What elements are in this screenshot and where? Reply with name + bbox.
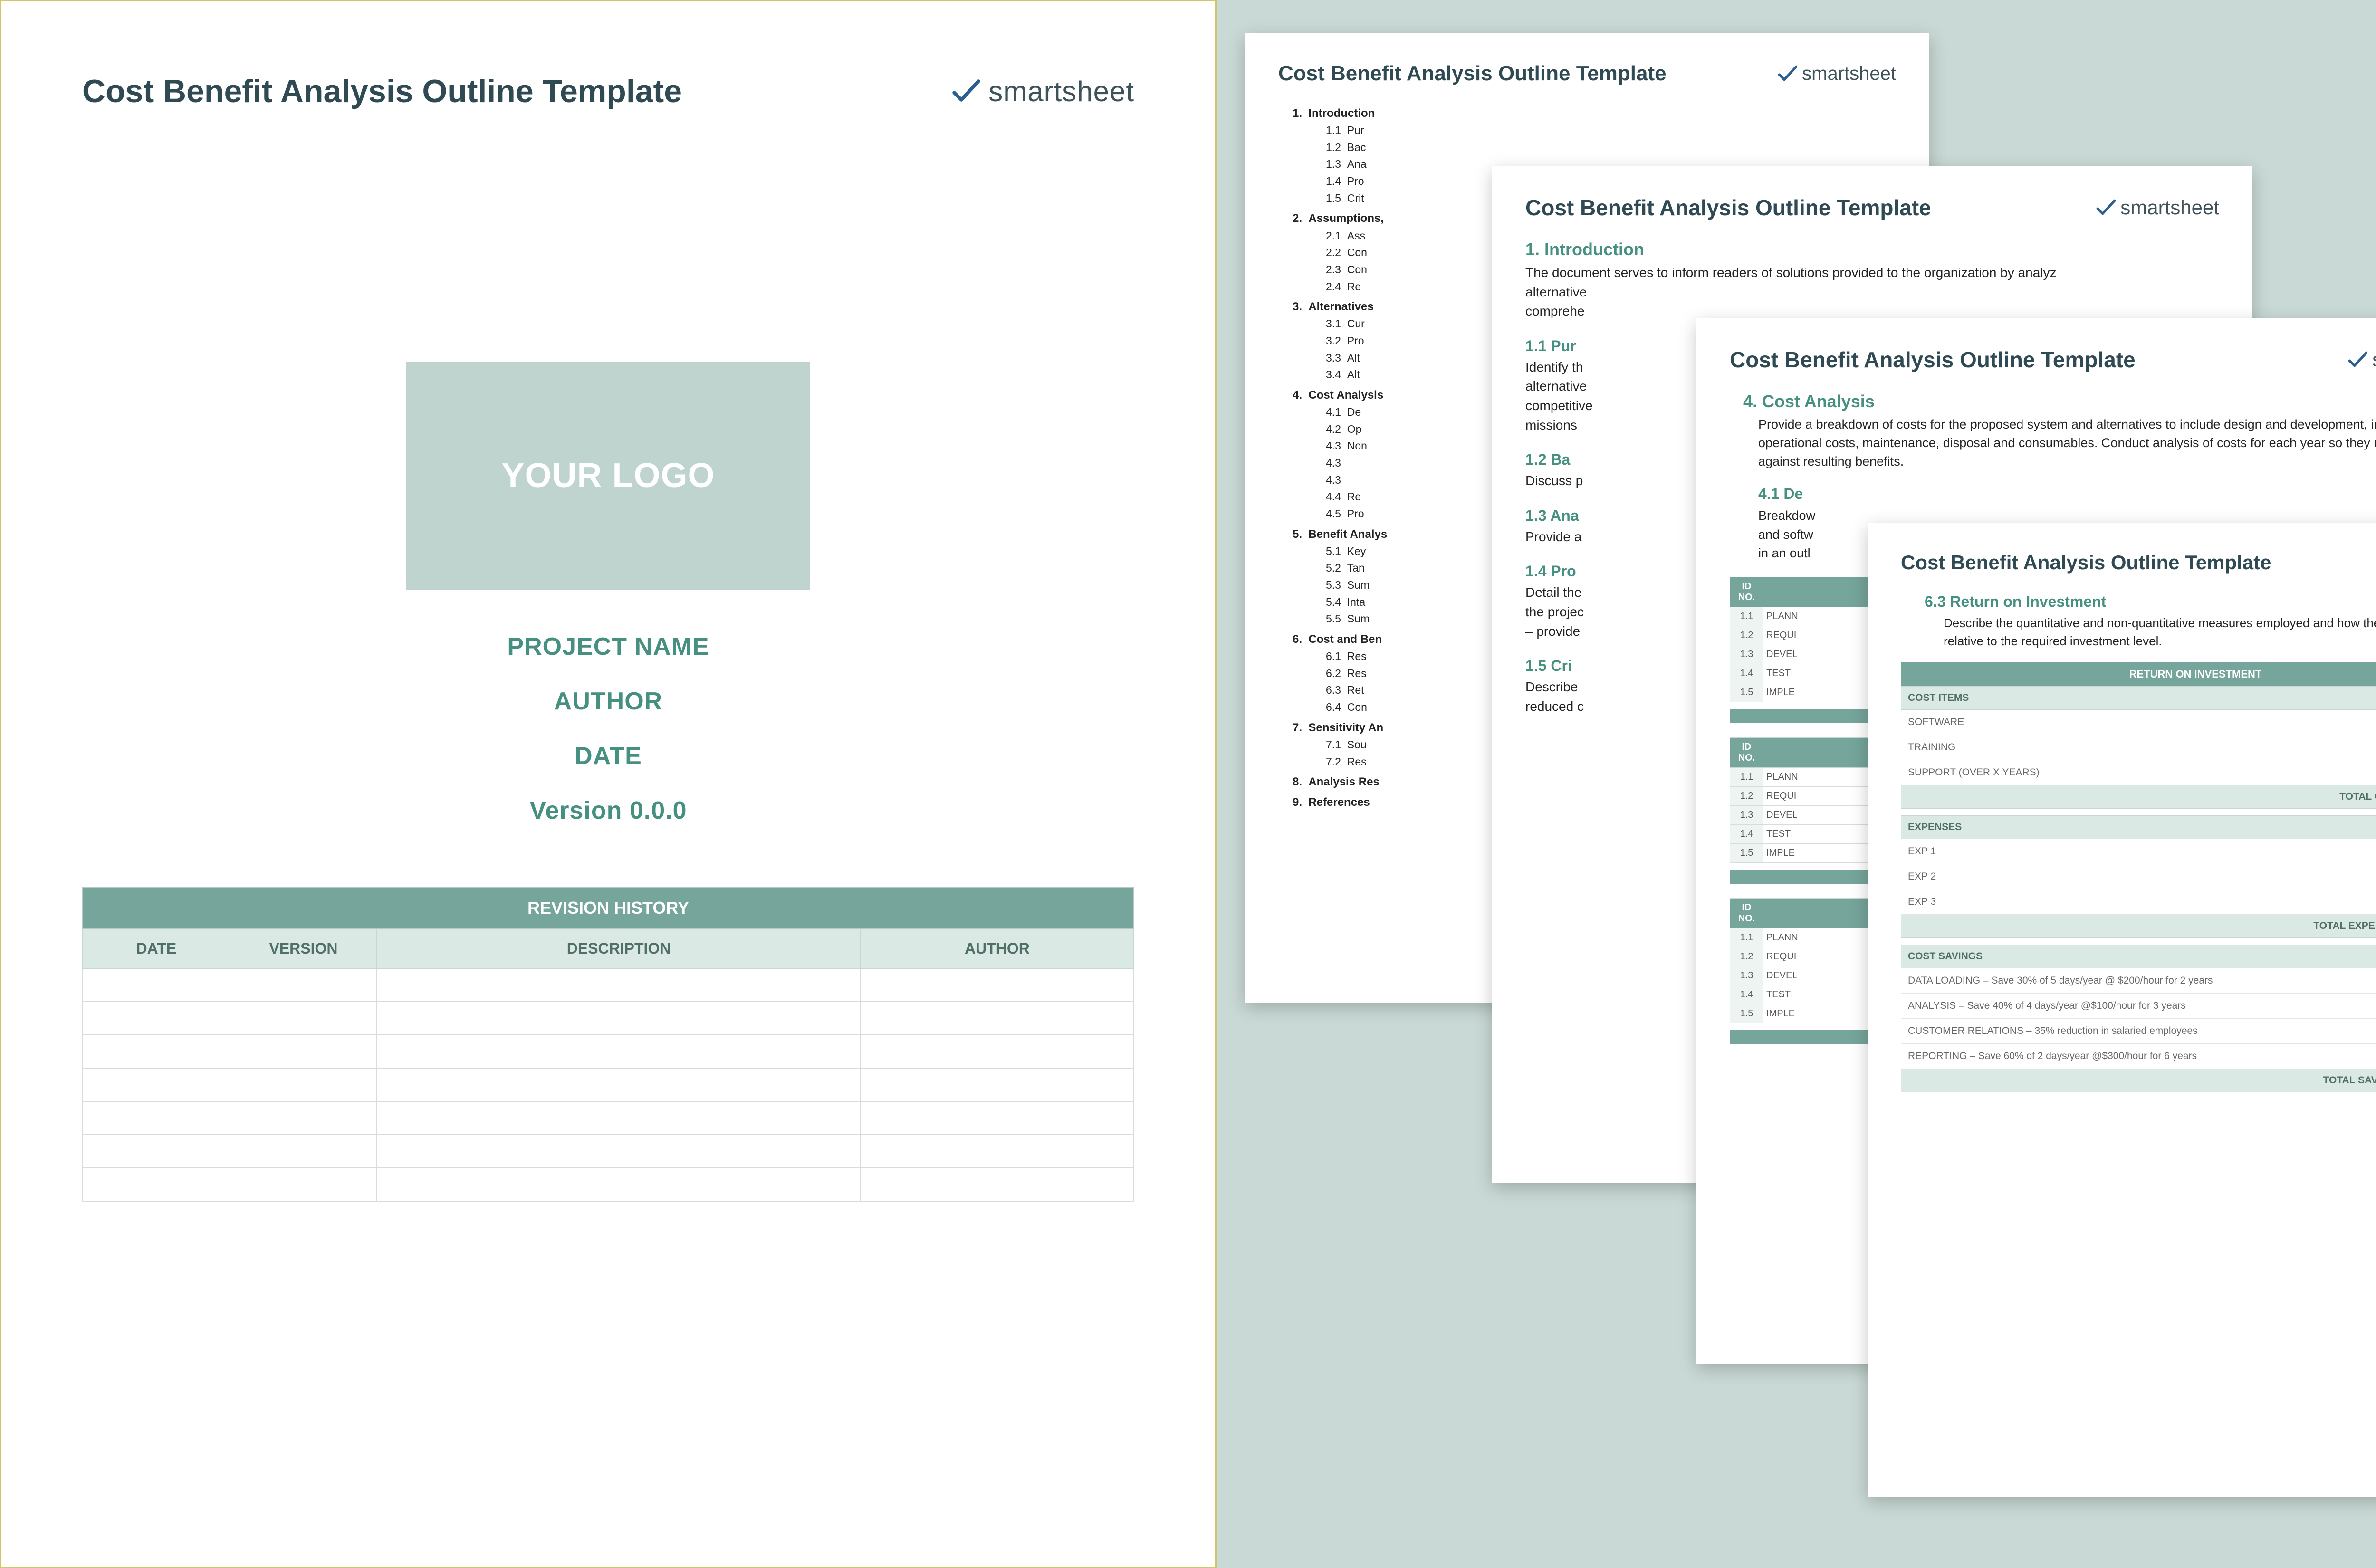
checkmark-icon — [2096, 198, 2116, 218]
mini-title: Cost Benefit Analysis Outline Template — [1901, 551, 2271, 574]
page-header: Cost Benefit Analysis Outline Template s… — [82, 73, 1134, 110]
table-row — [83, 1135, 1134, 1168]
roi-table: EXPENSESCOSTEXP 1$EXP 2$EXP 3$TOTAL EXPE… — [1901, 815, 2376, 938]
page-title: Cost Benefit Analysis Outline Template — [82, 73, 682, 110]
section-heading: 4. Cost Analysis — [1743, 392, 2376, 411]
table-row: REPORTING – Save 60% of 2 days/year @$30… — [1901, 1044, 2376, 1069]
col-date: DATE — [83, 929, 230, 968]
table-row — [83, 1002, 1134, 1035]
roi-desc: Describe the quantitative and non-quanti… — [1944, 614, 2376, 650]
mini-title: Cost Benefit Analysis Outline Template — [1525, 195, 1931, 220]
sub-heading: 6.3 Return on Investment — [1925, 593, 2376, 611]
table-row: EXP 2$ — [1901, 864, 2376, 889]
preview-page-roi: Cost Benefit Analysis Outline Template s… — [1868, 523, 2376, 1497]
table-row: SUPPORT (OVER X YEARS)$ — [1901, 760, 2376, 785]
col-version: VERSION — [230, 929, 377, 968]
table-row — [83, 1035, 1134, 1068]
table-row: EXP 1$ — [1901, 839, 2376, 864]
roi-table: COST SAVINGSCOSTDATA LOADING – Save 30% … — [1901, 945, 2376, 1092]
brand-logo: smartsheet — [951, 75, 1134, 108]
mini-title: Cost Benefit Analysis Outline Template — [1730, 347, 2136, 373]
col-author: AUTHOR — [861, 929, 1134, 968]
brand-text: smartsheet — [1802, 63, 1896, 85]
sub-heading: 4.1 De — [1758, 485, 2376, 503]
table-row: ANALYSIS – Save 40% of 4 days/year @$100… — [1901, 994, 2376, 1019]
toc-item: 1.1 Pur — [1326, 122, 1896, 139]
logo-placeholder-text: YOUR LOGO — [501, 456, 715, 495]
project-name-field: PROJECT NAME — [82, 632, 1134, 661]
revision-header-row: DATE VERSION DESCRIPTION AUTHOR — [83, 929, 1134, 968]
revision-history-table: REVISION HISTORY DATE VERSION DESCRIPTIO… — [82, 887, 1134, 1202]
table-row — [83, 968, 1134, 1002]
mini-title: Cost Benefit Analysis Outline Template — [1278, 62, 1667, 86]
brand-text: smartsheet — [2372, 348, 2376, 371]
revision-title: REVISION HISTORY — [83, 887, 1134, 929]
checkmark-icon — [2347, 350, 2367, 370]
logo-placeholder-box: YOUR LOGO — [406, 362, 810, 590]
brand-logo: smartsheet — [1777, 63, 1896, 85]
roi-table: RETURN ON INVESTMENTCOST ITEMSCOSTSOFTWA… — [1901, 662, 2376, 809]
cover-page: Cost Benefit Analysis Outline Template s… — [0, 0, 1217, 1568]
version-field: Version 0.0.0 — [82, 796, 1134, 825]
table-row: CUSTOMER RELATIONS – 35% reduction in sa… — [1901, 1019, 2376, 1044]
brand-text: smartsheet — [988, 75, 1134, 108]
table-row — [83, 1101, 1134, 1135]
toc-item: 1.2 Bac — [1326, 139, 1896, 156]
col-description: DESCRIPTION — [377, 929, 861, 968]
table-row: DATA LOADING – Save 30% of 5 days/year @… — [1901, 968, 2376, 994]
section-heading: 1. Introduction — [1525, 239, 2219, 259]
brand-text: smartsheet — [2120, 196, 2219, 219]
cover-fields: PROJECT NAME AUTHOR DATE Version 0.0.0 — [82, 632, 1134, 825]
table-row — [83, 1168, 1134, 1201]
section-intro: Provide a breakdown of costs for the pro… — [1758, 415, 2376, 471]
brand-logo: smartsheet — [2096, 196, 2219, 219]
preview-stack: Cost Benefit Analysis Outline Template s… — [1245, 33, 2376, 1535]
checkmark-icon — [1777, 64, 1797, 84]
author-field: AUTHOR — [82, 687, 1134, 716]
checkmark-icon — [951, 77, 980, 105]
table-row — [83, 1068, 1134, 1101]
table-row: SOFTWARE$ — [1901, 710, 2376, 735]
intro-line: alternative — [1525, 283, 2219, 302]
table-row: TRAINING$ — [1901, 735, 2376, 760]
table-row: EXP 3$ — [1901, 889, 2376, 915]
date-field: DATE — [82, 742, 1134, 770]
intro-text: The document serves to inform readers of… — [1525, 263, 2219, 283]
brand-logo: smartsheet — [2347, 348, 2376, 371]
